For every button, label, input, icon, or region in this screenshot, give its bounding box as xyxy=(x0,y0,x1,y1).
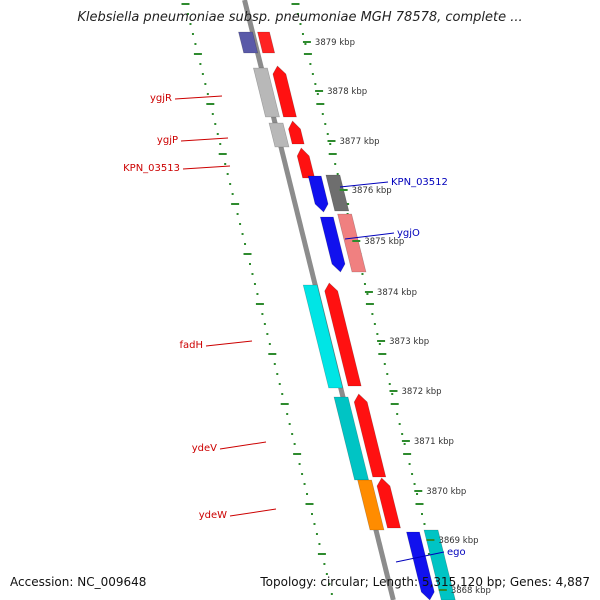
feature-ego-gene xyxy=(406,531,435,600)
leader-line-ygjP xyxy=(180,137,229,142)
leader-line-ydeV xyxy=(219,441,267,450)
scale-label-kbp-3879: 3879 kbp xyxy=(315,38,355,48)
feature-kpn03512-gene xyxy=(307,175,329,213)
feature-ygjP-cog xyxy=(268,122,290,148)
leader-line-ego xyxy=(395,551,445,563)
gene-label-KPN_03513[interactable]: KPN_03513 xyxy=(123,163,180,174)
feature-kpn03512-cog xyxy=(325,174,350,212)
accession-text: Accession: NC_009648 xyxy=(10,575,147,589)
leader-line-ygjO xyxy=(344,232,395,240)
feature-ygjR-cog xyxy=(253,67,280,118)
feature-layer xyxy=(238,31,456,600)
leader-line-KPN_03513 xyxy=(182,165,231,170)
feature-kpn03513-gene xyxy=(296,147,316,179)
scale-label-kbp-3873: 3873 kbp xyxy=(389,337,429,347)
scale-label-kbp-3878: 3878 kbp xyxy=(327,87,367,97)
feature-ydeV-gene xyxy=(353,393,387,478)
label-layer: 3879 kbp 3878 kbp 3877 kbp 3876 kbp 3875 kbp… xyxy=(123,38,491,596)
feature-ygjP-gene xyxy=(288,120,305,145)
feature-ygjO-gene xyxy=(319,216,346,273)
scale-label-kbp-3877: 3877 kbp xyxy=(339,137,379,147)
feature-ygjR-gene xyxy=(272,65,297,118)
leader-line-ydeW xyxy=(229,508,277,517)
feature-ydeW-gene xyxy=(376,477,401,529)
scale-label-kbp-3869: 3869 kbp xyxy=(438,536,478,546)
feature-fadH-gene xyxy=(324,282,362,387)
scale-label-kbp-3876: 3876 kbp xyxy=(352,186,392,196)
map-title: Klebsiella pneumoniae subsp. pneumoniae … xyxy=(77,10,523,25)
feature-ego-cog xyxy=(423,529,456,600)
gene-label-fadH[interactable]: fadH xyxy=(179,340,203,351)
scale-label-kbp-3875: 3875 kbp xyxy=(364,237,404,247)
leader-line-ygjR xyxy=(174,95,223,100)
feature-top-gene xyxy=(257,31,276,54)
feature-ydeW-cog xyxy=(357,479,385,531)
leader-line-KPN_03512 xyxy=(339,181,389,188)
gene-label-KPN_03512[interactable]: KPN_03512 xyxy=(391,177,448,188)
scale-label-kbp-3871: 3871 kbp xyxy=(414,437,454,447)
scale-label-kbp-3870: 3870 kbp xyxy=(426,487,466,497)
gene-label-ygjP[interactable]: ygjP xyxy=(157,135,178,146)
feature-fadH-cog xyxy=(302,284,344,389)
gene-label-ydeV[interactable]: ydeV xyxy=(192,443,217,454)
gene-label-ygjR[interactable]: ygjR xyxy=(150,93,172,104)
leader-line-fadH xyxy=(205,340,253,347)
feature-top-cog xyxy=(238,31,259,54)
gene-label-ygjO[interactable]: ygjO xyxy=(397,228,420,239)
gene-label-ego[interactable]: ego xyxy=(447,547,466,558)
scale-label-kbp-3874: 3874 kbp xyxy=(377,288,417,298)
topology-summary: Topology: circular; Length: 5,315,120 bp… xyxy=(260,575,590,589)
scale-label-kbp-3868: 3868 kbp xyxy=(451,586,491,596)
feature-ygjO-cog xyxy=(337,213,367,273)
gene-label-ydeW[interactable]: ydeW xyxy=(199,510,227,521)
scale-label-kbp-3872: 3872 kbp xyxy=(401,387,441,397)
